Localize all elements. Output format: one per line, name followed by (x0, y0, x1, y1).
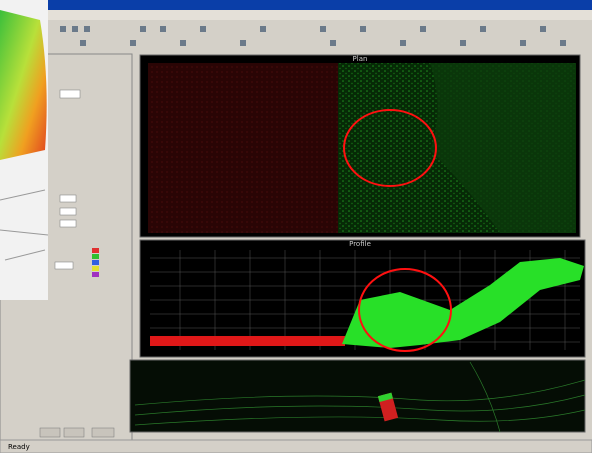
profile-red-points (150, 336, 345, 346)
status-bar (0, 440, 592, 453)
title-bar (0, 0, 592, 10)
side-buttons[interactable] (40, 428, 114, 437)
thumbnail-map (0, 10, 47, 160)
panel-title: Profile (349, 240, 371, 248)
color-swatches (92, 248, 99, 277)
status-text: Ready (8, 443, 30, 451)
menu-bar[interactable] (0, 10, 592, 20)
panel-title: Plan (353, 55, 368, 63)
toolbar[interactable] (0, 20, 592, 54)
screenshot: Plan Profile Ready (0, 0, 592, 453)
page: Plan Profile Ready (() => { const data =… (0, 0, 592, 453)
plan-red-cloud (148, 63, 338, 233)
